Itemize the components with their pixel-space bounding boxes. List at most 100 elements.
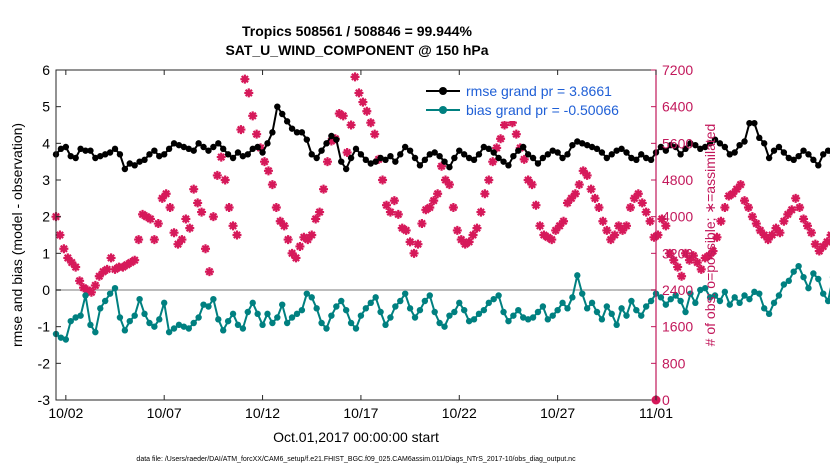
- rmse-point: [815, 162, 821, 168]
- bias-point: [245, 309, 251, 315]
- obs-assimilated-point: [91, 281, 100, 290]
- bias-point: [677, 298, 683, 304]
- rmse-point: [343, 166, 349, 172]
- bias-point: [92, 329, 98, 335]
- obs-assimilated-point: [209, 212, 218, 221]
- obs-assimilated-point: [744, 203, 753, 212]
- rmse-point: [230, 155, 236, 161]
- bias-point: [613, 322, 619, 328]
- rmse-point: [599, 149, 605, 155]
- bias-point: [682, 309, 688, 315]
- obs-assimilated-point: [720, 203, 729, 212]
- bias-point: [122, 327, 128, 333]
- rmse-point: [417, 162, 423, 168]
- obs-assimilated-point: [264, 166, 273, 175]
- obs-assimilated-point: [406, 237, 415, 246]
- rmse-point: [446, 164, 452, 170]
- obs-assimilated-point: [197, 208, 206, 217]
- rmse-point: [161, 151, 167, 157]
- rmse-point: [259, 149, 265, 155]
- rmse-point: [451, 155, 457, 161]
- bias-point: [156, 316, 162, 322]
- rmse-point: [299, 129, 305, 135]
- rmse-point: [648, 157, 654, 163]
- legend: rmse grand pr = 3.8661 bias grand pr = -…: [420, 79, 648, 121]
- bias-point: [77, 312, 83, 318]
- rmse-point: [776, 144, 782, 150]
- bias-point: [161, 300, 167, 306]
- bias-point: [318, 320, 324, 326]
- x-tick-label: 10/07: [147, 405, 182, 421]
- right-tick-label: 4000: [662, 209, 693, 225]
- bias-point: [127, 318, 133, 324]
- obs-assimilated-point: [201, 244, 210, 253]
- rmse-point: [751, 120, 757, 126]
- obs-assimilated-point: [177, 235, 186, 244]
- left-tick-label: -2: [38, 355, 51, 371]
- obs-assimilated-point: [232, 231, 241, 240]
- bias-point: [776, 292, 782, 298]
- obs-assimilated-point: [673, 263, 682, 272]
- rmse-point: [387, 153, 393, 159]
- obs-assimilated-point: [229, 221, 238, 230]
- bias-point: [589, 300, 595, 306]
- bias-point: [722, 289, 728, 295]
- bias-point: [397, 298, 403, 304]
- rmse-point: [422, 157, 428, 163]
- obs-assimilated-point: [677, 272, 686, 281]
- legend-rmse-label: rmse grand pr = 3.8661: [466, 83, 612, 99]
- rmse-point: [112, 146, 118, 152]
- right-tick-label: 6400: [662, 99, 693, 115]
- obs-assimilated-point: [189, 185, 198, 194]
- bias-point: [746, 296, 752, 302]
- bias-point: [731, 294, 737, 300]
- bias-point: [269, 320, 275, 326]
- obs-assimilated-point: [154, 219, 163, 228]
- bias-point: [220, 327, 226, 333]
- bias-point: [756, 290, 762, 296]
- obs-assimilated-point: [272, 203, 281, 212]
- rmse-point: [191, 147, 197, 153]
- rmse-point: [333, 136, 339, 142]
- data-file-footer: data file: /Users/raeder/DAI/ATM_forcXX/…: [136, 456, 576, 463]
- bias-point: [284, 320, 290, 326]
- bias-point: [387, 314, 393, 320]
- obs-assimilated-point: [476, 208, 485, 217]
- bias-point: [727, 301, 733, 307]
- rmse-point: [166, 146, 172, 152]
- bias-point: [786, 278, 792, 284]
- obs-assimilated-point: [642, 208, 651, 217]
- bias-point: [333, 303, 339, 309]
- obs-assimilated-point: [347, 121, 356, 130]
- bias-point: [810, 270, 816, 276]
- bias-point: [417, 307, 423, 313]
- bias-point: [368, 300, 374, 306]
- bias-point: [461, 307, 467, 313]
- bias-point: [648, 298, 654, 304]
- obs-assimilated-point: [307, 231, 316, 240]
- rmse-point: [392, 158, 398, 164]
- bias-point: [550, 312, 556, 318]
- rmse-point: [530, 155, 536, 161]
- obs-assimilated-point: [433, 189, 442, 198]
- x-axis-label: Oct.01,2017 00:00:00 start: [273, 429, 439, 445]
- bias-point: [225, 318, 231, 324]
- obs-assimilated-point: [193, 198, 202, 207]
- obs-assimilated-point: [166, 203, 175, 212]
- obs-assimilated-point: [295, 242, 304, 251]
- obs-assimilated-point: [150, 235, 159, 244]
- bias-point: [372, 294, 378, 300]
- bias-point: [427, 292, 433, 298]
- bias-point: [574, 272, 580, 278]
- obs-assimilated-point: [413, 240, 422, 249]
- left-tick-label: 6: [42, 62, 50, 78]
- obs-assimilated-point: [323, 157, 332, 166]
- rmse-point: [781, 149, 787, 155]
- rmse-point: [535, 160, 541, 166]
- rmse-point: [245, 151, 251, 157]
- obs-assimilated-point: [236, 125, 245, 134]
- bias-point: [535, 309, 541, 315]
- obs-assimilated-point: [410, 249, 419, 258]
- rmse-point: [318, 147, 324, 153]
- rmse-point: [554, 149, 560, 155]
